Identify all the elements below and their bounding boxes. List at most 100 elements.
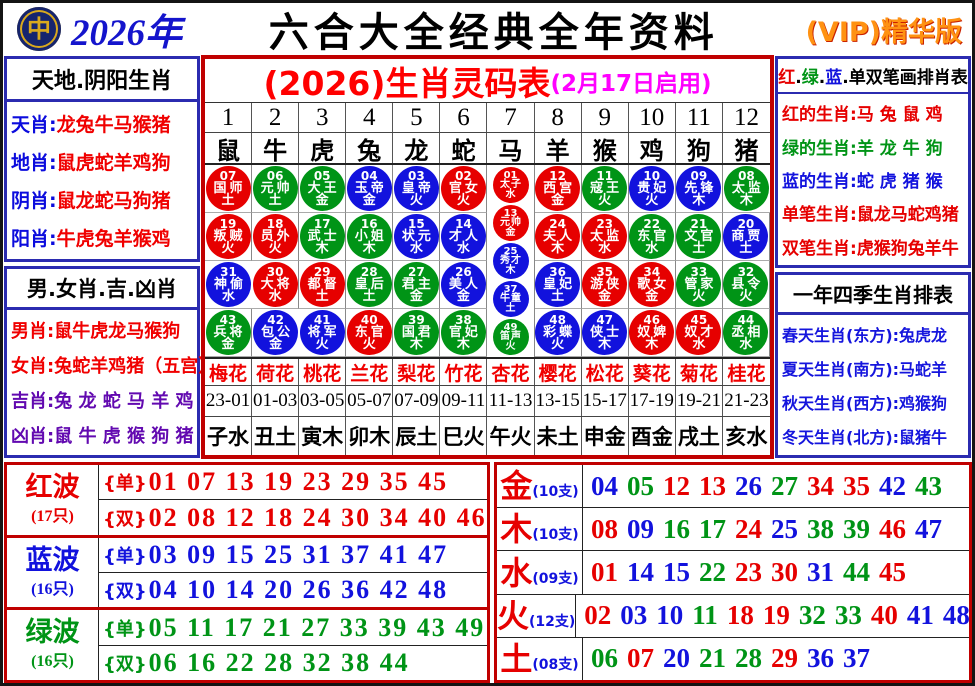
ball-element: 土 — [268, 192, 282, 208]
color-stroke-box: 红.绿.蓝.单双笔画排肖表 红的生肖:马 兔 鼠 鸡绿的生肖:羊 龙 牛 狗蓝的… — [775, 56, 971, 268]
element-number: 11 — [692, 600, 718, 631]
season-rows: 春天生肖(东方):兔虎龙 夏天生肖(南方):马蛇羊 秋天生肖(西方):鸡猴狗 冬天生肖… — [778, 315, 968, 455]
ball-number: 34 — [643, 264, 661, 279]
ball-cell: 29 都督土 — [299, 261, 347, 309]
ball-cell: 43 兵将金 — [205, 309, 253, 357]
ball-number: 27 — [408, 264, 425, 279]
sky-earth-yin-yang-box: 天地.阴阳生肖 天肖:龙兔牛马猴猪 地肖:鼠虎蛇羊鸡狗 阴肖:鼠龙蛇马狗猪 阳肖:牛虎… — [4, 56, 200, 262]
element-number: 24 — [735, 513, 762, 544]
ball-number: 01 — [503, 170, 518, 181]
element-number: 45 — [879, 557, 906, 587]
element-row: 木 (10支) 08 09 16 17 24 25 38 39 46 47 — [497, 508, 969, 552]
zodiac-ball: 11 寇王火 — [582, 166, 628, 211]
element-number: 16 — [663, 513, 690, 544]
ball-element: 火 — [221, 240, 235, 256]
ball-title: 贵妃 — [637, 180, 670, 196]
ball-element: 木 — [598, 336, 612, 352]
time-range: 17-19 — [629, 386, 676, 416]
zodiac-ball: 24 夫人木 — [535, 214, 581, 259]
zodiac-ball: 05 大王金 — [299, 166, 345, 211]
row-value: 鸡猴狗 — [899, 394, 948, 413]
ball-title: 将军 — [307, 324, 340, 340]
ball-element: 火 — [692, 288, 706, 304]
zodiac-ball: 22 东官水 — [629, 214, 675, 259]
earthly-branches-row: 子水 丑土 寅木 卯木 辰土 巳火 午火 未土 申金 酉金 戌土 亥水 — [205, 417, 770, 455]
column-number: 10 — [629, 103, 676, 132]
earthly-branch: 酉金 — [629, 417, 676, 455]
element-number: 18 — [726, 600, 754, 631]
ball-title: 歌女 — [637, 276, 670, 292]
time-range: 07-09 — [393, 386, 441, 416]
time-range: 03-05 — [299, 386, 347, 416]
wave-numbers: 01 07 13 19 23 29 35 45 — [148, 467, 449, 497]
center-ball: 01 太子水 — [492, 167, 529, 203]
row-label: 秋天生肖(西方): — [782, 394, 900, 413]
season-row: 夏天生肖(南方):马蛇羊 — [782, 356, 964, 380]
ball-title: 东官 — [354, 324, 387, 340]
zodiac-ball: 41 将军火 — [299, 310, 345, 355]
ball-number: 33 — [690, 264, 708, 279]
wave-rows: {单} 03 09 15 25 31 37 41 47 {双} 04 10 14 20… — [99, 538, 487, 608]
ball-title: 官妃 — [448, 324, 481, 340]
element-number: 13 — [699, 470, 726, 501]
ball-cell: 42 包公金 — [252, 309, 300, 357]
element-number: 27 — [771, 470, 798, 501]
left-sidebar: 天地.阴阳生肖 天肖:龙兔牛马猴猪 地肖:鼠虎蛇羊鸡狗 阴肖:鼠龙蛇马狗猪 阳肖:牛虎… — [3, 55, 216, 459]
earthly-branch: 辰土 — [393, 417, 441, 455]
element-label: 金 (10支) — [497, 465, 583, 508]
time-range: 09-11 — [440, 386, 488, 416]
title-segment: . — [842, 68, 849, 88]
row-label: 夏天生肖(南方): — [782, 360, 900, 379]
element-number: 30 — [771, 557, 798, 587]
ball-element: 金 — [505, 227, 516, 238]
wave-count: (16只) — [31, 580, 74, 598]
ball-title: 奴婢 — [637, 324, 670, 340]
row-value: 蛇 虎 猪 猴 — [856, 171, 943, 192]
ball-number: 20 — [737, 216, 755, 231]
flower-name: 竹花 — [440, 359, 488, 385]
center-ball: 25 秀才木 — [492, 243, 529, 279]
ball-title: 包公 — [261, 324, 294, 340]
time-range: 01-03 — [252, 386, 300, 416]
earthly-branch: 申金 — [582, 417, 629, 455]
zodiac-ball: 38 官妃木 — [440, 310, 486, 355]
ball-cell: 38 官妃木 — [440, 309, 488, 357]
element-number: 19 — [762, 600, 790, 631]
element-row: 火(12支)020310111819323340414849 — [497, 594, 970, 638]
ball-element: 火 — [456, 192, 470, 208]
row-label: 红的生肖: — [782, 105, 857, 126]
zodiac-ball: 31 神偷水 — [206, 262, 252, 307]
ball-title: 才人 — [448, 228, 481, 244]
zodiac-ball: 26 美人金 — [440, 262, 486, 307]
zodiac-ball: 17 武士木 — [299, 214, 345, 259]
column-number: 4 — [346, 103, 394, 132]
element-number: 14 — [627, 557, 654, 587]
ball-cell: 47 侠士木 — [581, 309, 629, 357]
wave-count: (16只) — [31, 653, 74, 671]
ball-title: 员外 — [260, 228, 293, 244]
row-label: 天肖: — [11, 113, 57, 136]
male-female-rows: 男肖:鼠牛虎龙马猴狗 女肖:兔蛇羊鸡猪（五宫） 吉肖:兔 龙 蛇 马 羊 鸡凶肖:鼠… — [7, 310, 216, 455]
odd-even-prefix: {双} — [103, 653, 147, 675]
ball-element: 水 — [222, 288, 236, 304]
ball-element: 土 — [505, 303, 516, 314]
zodiac-ball: 16 小姐木 — [346, 214, 392, 259]
earthly-branch: 午火 — [487, 417, 535, 455]
wave-row: {双} 02 08 12 18 24 30 34 40 46 — [99, 500, 487, 534]
element-name: 金 — [500, 467, 533, 506]
flower-name: 兰花 — [346, 359, 394, 385]
zodiac-name: 猪 — [734, 136, 759, 164]
zodiac-name: 虎 — [299, 133, 347, 163]
ball-element: 土 — [362, 288, 376, 304]
wave-numbers: 02 08 12 18 24 30 34 40 46 — [148, 502, 487, 532]
flower-name: 桂花 — [727, 362, 766, 385]
flower-name: 梅花 — [205, 359, 253, 385]
time-range: 11-13 — [487, 386, 535, 416]
ball-cell: 41 将军火 — [299, 309, 347, 357]
zodiac-ball: 12 西宫金 — [535, 166, 581, 211]
row-value: 兔 龙 蛇 马 羊 鸡 — [54, 391, 194, 413]
zodiac-ball: 06 元帅土 — [252, 166, 298, 211]
element-number: 34 — [807, 470, 834, 501]
sidebar-row: 蓝的生肖:蛇 虎 猪 猴 — [782, 167, 964, 192]
element-number: 17 — [699, 513, 726, 544]
